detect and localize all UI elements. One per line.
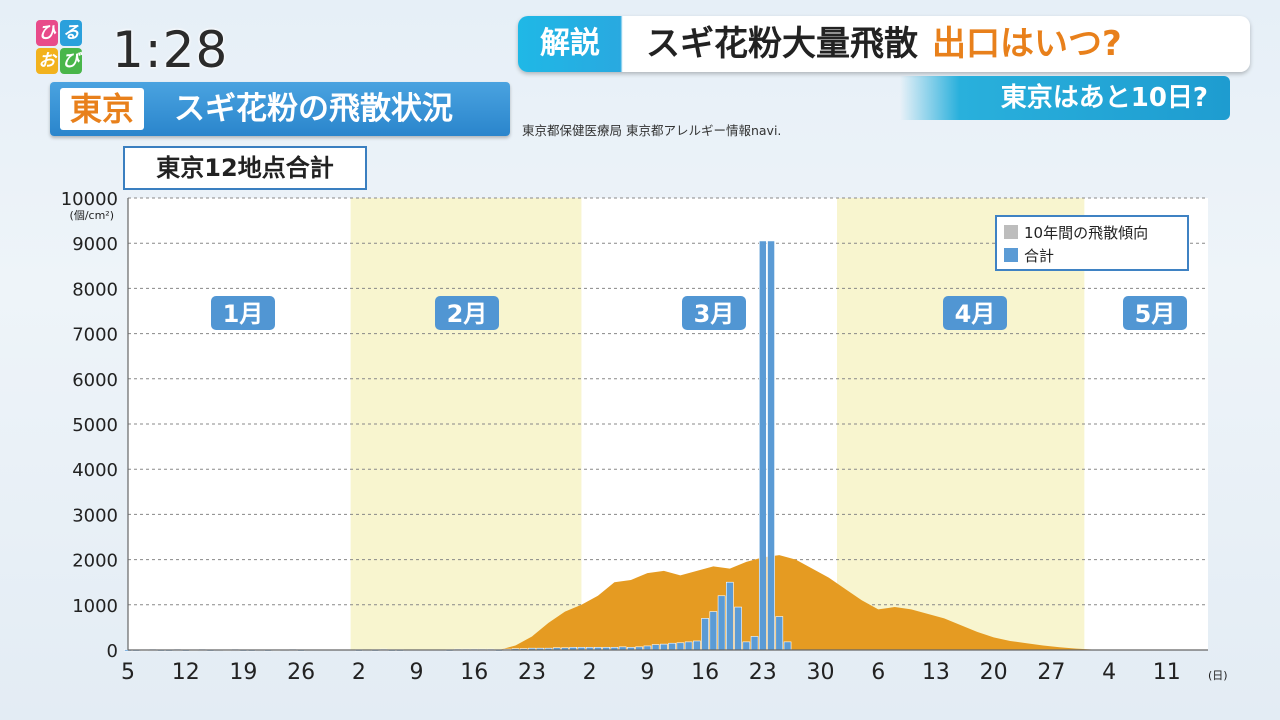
bar — [726, 581, 734, 651]
logo-char-1: ひ — [36, 20, 58, 46]
x-tick-label: 23 — [749, 660, 777, 685]
bar — [643, 645, 652, 651]
x-tick-label: 16 — [691, 660, 719, 685]
data-source: 東京都保健医療局 東京都アレルギー情報navi. — [522, 123, 782, 138]
bar — [693, 640, 701, 651]
month-label: 2月 — [447, 300, 488, 328]
x-tick-label: 16 — [460, 660, 488, 685]
headline-accent: 出口はいつ? — [932, 24, 1122, 64]
bar — [717, 595, 726, 651]
bar — [775, 616, 784, 651]
x-tick-label: 19 — [229, 660, 257, 685]
x-tick-label: 4 — [1102, 660, 1116, 685]
y-tick-label: 6000 — [72, 370, 118, 391]
y-tick-label: 0 — [107, 641, 118, 662]
bar — [767, 240, 775, 651]
y-tick-label: 3000 — [72, 505, 118, 526]
section-city: 東京 — [60, 88, 145, 130]
x-tick-label: 20 — [980, 660, 1008, 685]
month-pill — [943, 296, 1007, 330]
broadcast-clock: 1:28 — [112, 21, 229, 79]
x-tick-label: 11 — [1153, 660, 1181, 685]
legend-label-trend: 10年間の飛散傾向 — [1024, 224, 1148, 242]
x-tick-label: 12 — [172, 660, 200, 685]
month-label: 1月 — [223, 300, 264, 328]
headline-text: スギ花粉大量飛散 出口はいつ? — [646, 16, 1122, 72]
chart-title: 東京12地点合計 — [123, 146, 367, 190]
y-tick-label: 1000 — [72, 596, 118, 617]
y-tick-label: 7000 — [72, 325, 118, 346]
month-label: 3月 — [694, 300, 735, 328]
bar — [651, 644, 660, 651]
bar — [783, 641, 792, 651]
month-pill — [1123, 296, 1187, 330]
y-tick-label: 4000 — [72, 460, 118, 481]
legend-swatch-trend — [1004, 225, 1018, 239]
y-unit-label: (個/cm²) — [70, 209, 114, 222]
channel-logo: ひ る お び — [36, 20, 84, 76]
bar — [684, 641, 693, 651]
x-tick-label: 5 — [121, 660, 135, 685]
bar — [709, 611, 718, 651]
month-pill — [211, 296, 275, 330]
bar — [734, 606, 742, 651]
y-tick-label: 2000 — [72, 551, 118, 572]
y-tick-label: 9000 — [72, 234, 118, 255]
legend-swatch-total — [1004, 248, 1018, 262]
month-label: 4月 — [955, 300, 996, 328]
headline-tag: 解説 — [540, 26, 600, 61]
x-tick-label: 9 — [640, 660, 654, 685]
month-pill — [435, 296, 499, 330]
headline-main: スギ花粉大量飛散 — [646, 24, 918, 64]
logo-char-4: び — [60, 48, 82, 74]
x-tick-label: 13 — [922, 660, 950, 685]
month-pill — [682, 296, 746, 330]
legend-box — [995, 215, 1189, 271]
month-label: 5月 — [1135, 300, 1176, 328]
bar — [660, 643, 668, 651]
x-tick-label: 9 — [410, 660, 424, 685]
x-tick-label: 2 — [583, 660, 597, 685]
bar — [668, 642, 676, 651]
x-tick-label: 26 — [287, 660, 315, 685]
section-title: スギ花粉の飛散状況 — [174, 91, 453, 127]
bar — [742, 641, 751, 651]
logo-char-3: お — [36, 48, 58, 74]
section-title-bar: 東京 スギ花粉の飛散状況 — [50, 82, 510, 136]
y-tick-label: 8000 — [72, 279, 118, 300]
bar — [750, 636, 759, 651]
subheadline-banner: 東京はあと10日? — [900, 76, 1230, 120]
y-tick-label: 10000 — [61, 189, 118, 210]
bar — [701, 618, 709, 651]
x-tick-label: 23 — [518, 660, 546, 685]
trend-area — [498, 555, 1101, 650]
x-unit-label: (日) — [1208, 669, 1228, 682]
x-tick-label: 6 — [871, 660, 885, 685]
bar — [758, 240, 767, 651]
legend-label-total: 合計 — [1024, 247, 1054, 265]
x-tick-label: 30 — [807, 660, 835, 685]
logo-char-2: る — [60, 20, 82, 46]
bar — [676, 642, 685, 651]
y-tick-label: 5000 — [72, 415, 118, 436]
x-tick-label: 27 — [1037, 660, 1065, 685]
x-tick-label: 2 — [352, 660, 366, 685]
headline-banner: 解説 スギ花粉大量飛散 出口はいつ? — [518, 16, 1250, 72]
